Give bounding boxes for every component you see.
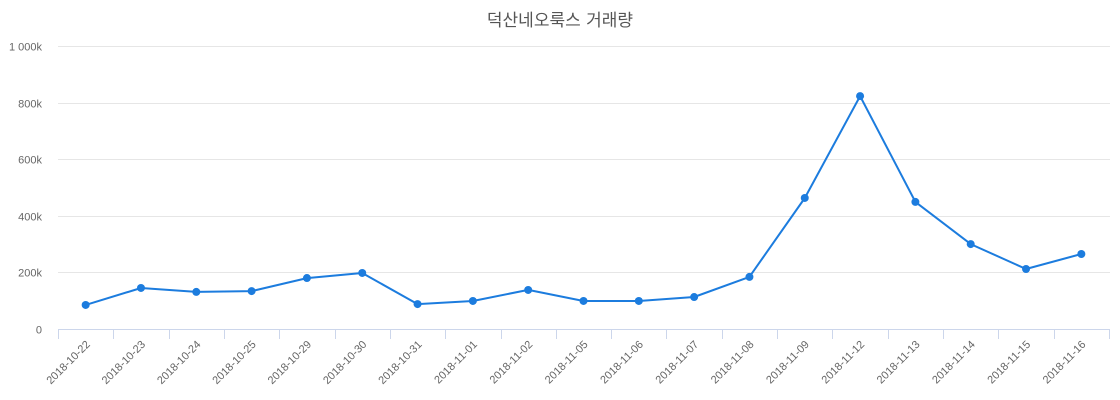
y-tick-label: 200k <box>18 268 42 280</box>
data-point[interactable] <box>800 193 809 202</box>
data-point[interactable] <box>1077 250 1086 259</box>
x-tick-label: 2018-10-24 <box>155 339 203 387</box>
data-point[interactable] <box>413 300 422 309</box>
x-tick-label: 2018-10-22 <box>44 339 92 387</box>
data-point[interactable] <box>524 285 533 294</box>
volume-line <box>85 95 1082 306</box>
x-tick-label: 2018-11-08 <box>709 339 757 387</box>
data-point[interactable] <box>1022 265 1031 274</box>
x-axis: 2018-10-22 2018-10-23 2018-10-24 2018-10-25… <box>44 329 1110 387</box>
data-point[interactable] <box>966 240 975 249</box>
x-tick-label: 2018-10-23 <box>100 339 148 387</box>
y-tick-label: 0 <box>36 325 42 337</box>
x-tick-label: 2018-11-14 <box>930 339 978 387</box>
data-point[interactable] <box>468 296 477 305</box>
x-tick-label: 2018-11-13 <box>875 339 923 387</box>
y-axis-labels: 0 200k 400k 600k 800k 1 000k <box>9 42 43 337</box>
chart-title: 덕산네오룩스 거래량 <box>486 11 634 31</box>
data-point[interactable] <box>136 283 145 292</box>
data-point[interactable] <box>856 92 865 101</box>
x-tick-label: 2018-11-15 <box>985 339 1033 387</box>
series-line <box>85 95 1082 306</box>
data-point[interactable] <box>302 274 311 283</box>
data-point[interactable] <box>81 300 90 309</box>
x-tick-label: 2018-10-30 <box>321 339 369 387</box>
x-tick-label: 2018-11-16 <box>1041 339 1089 387</box>
data-point[interactable] <box>634 296 643 305</box>
x-tick-label: 2018-11-12 <box>820 339 868 387</box>
x-tick-label: 2018-10-29 <box>266 339 314 387</box>
x-tick-label: 2018-10-25 <box>210 339 258 387</box>
y-tick-label: 800k <box>18 99 42 111</box>
y-tick-label: 400k <box>18 212 42 224</box>
x-tick-label: 2018-10-31 <box>376 339 424 387</box>
data-point[interactable] <box>745 272 754 281</box>
x-tick-label: 2018-11-06 <box>598 339 646 387</box>
y-gridlines <box>58 46 1110 273</box>
y-tick-label: 600k <box>18 155 42 167</box>
data-point[interactable] <box>911 197 920 206</box>
x-tick-label: 2018-11-01 <box>432 339 480 387</box>
data-point[interactable] <box>192 287 201 296</box>
x-tick-label: 2018-11-05 <box>543 339 591 387</box>
data-point[interactable] <box>579 296 588 305</box>
x-tick-label: 2018-11-09 <box>764 339 812 387</box>
data-point[interactable] <box>690 293 699 302</box>
y-tick-label: 1 000k <box>9 42 43 54</box>
data-points[interactable] <box>81 92 1086 309</box>
data-point[interactable] <box>358 268 367 277</box>
x-tick-label: 2018-11-07 <box>654 339 702 387</box>
data-point[interactable] <box>247 287 256 296</box>
x-tick-label: 2018-11-02 <box>488 339 536 387</box>
